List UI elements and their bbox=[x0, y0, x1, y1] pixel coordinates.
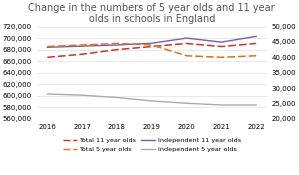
Title: Change in the numbers of 5 year olds and 11 year
olds in schools in England: Change in the numbers of 5 year olds and… bbox=[28, 3, 275, 24]
Legend: Total 11 year olds, Total 5 year olds, Independent 11 year olds, Independent 5 y: Total 11 year olds, Total 5 year olds, I… bbox=[60, 135, 243, 154]
